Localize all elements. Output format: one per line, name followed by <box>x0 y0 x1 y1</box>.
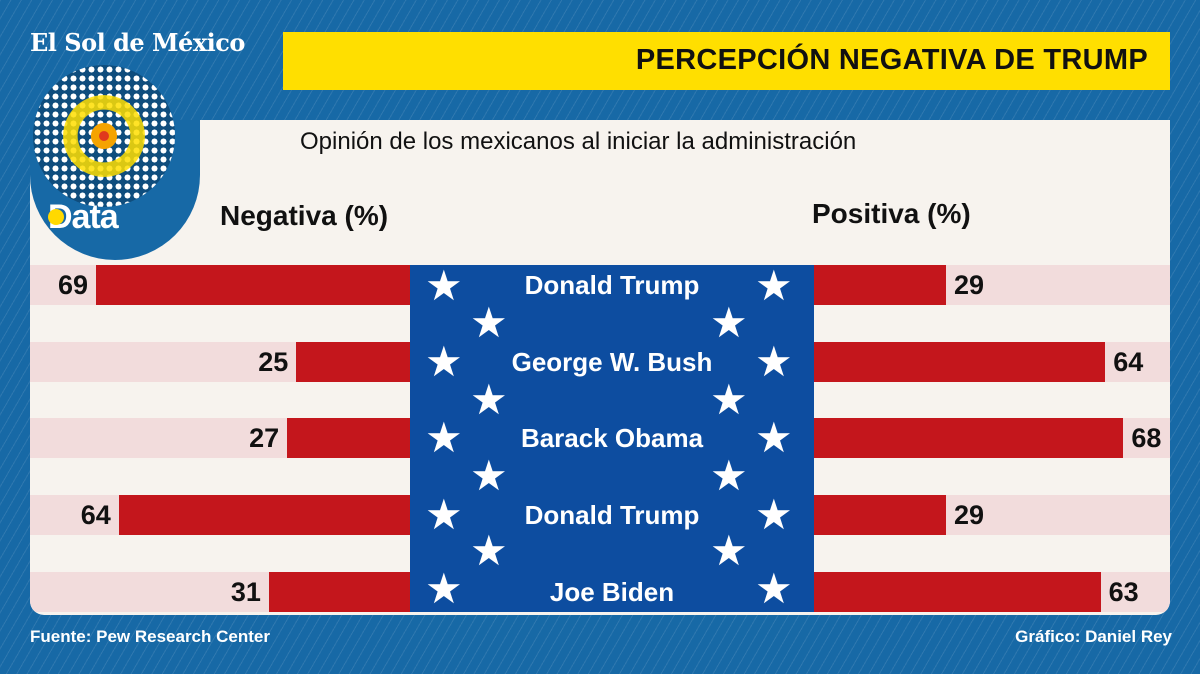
positive-bar <box>814 265 946 305</box>
positive-bar <box>814 418 1124 459</box>
data-dot-icon <box>48 209 64 225</box>
source-note: Fuente: Pew Research Center <box>30 627 270 646</box>
star-icon: ★ <box>755 564 793 613</box>
president-label: Donald Trump <box>524 500 700 531</box>
positive-value: 68 <box>1131 423 1162 454</box>
positive-bar <box>814 571 1101 612</box>
negative-value: 64 <box>80 500 111 531</box>
negative-value: 27 <box>249 423 280 454</box>
star-icon: ★ <box>425 564 463 613</box>
star-icon: ★ <box>425 413 463 462</box>
star-icon: ★ <box>755 413 793 462</box>
negative-value: 25 <box>258 346 289 377</box>
data-logo-icon <box>33 65 175 207</box>
star-icon: ★ <box>470 375 508 424</box>
negative-bar <box>96 265 410 305</box>
title-banner: PERCEPCIÓN NEGATIVA DE TRUMP <box>283 32 1170 90</box>
president-label: Joe Biden <box>549 576 675 607</box>
star-icon: ★ <box>755 337 793 386</box>
negative-bar <box>296 341 410 382</box>
positive-value: 63 <box>1108 576 1139 607</box>
flag-center: ★ ★ ★ ★ ★ ★ ★ ★ ★ ★ ★ ★ ★ ★ ★ ★ ★ ★ Donald Trump George W. … <box>410 265 814 612</box>
page-title: PERCEPCIÓN NEGATIVA DE TRUMP <box>635 44 1148 76</box>
positive-bar <box>814 341 1106 382</box>
star-icon: ★ <box>755 490 793 539</box>
positive-bar <box>814 495 946 536</box>
positive-value: 29 <box>953 500 984 531</box>
negative-value: 69 <box>58 270 89 300</box>
negative-header: Negativa (%) <box>220 200 389 231</box>
president-label: George W. Bush <box>511 346 713 377</box>
star-icon: ★ <box>710 526 748 575</box>
star-icon: ★ <box>470 451 508 500</box>
data-logo-core-icon <box>63 95 145 177</box>
positive-header: Positiva (%) <box>812 198 971 229</box>
chart-subtitle: Opinión de los mexicanos al iniciar la a… <box>300 128 857 155</box>
star-icon: ★ <box>470 298 508 347</box>
negative-value: 31 <box>230 576 261 607</box>
star-icon: ★ <box>710 298 748 347</box>
president-label: Donald Trump <box>524 270 700 300</box>
negative-bar <box>287 418 410 459</box>
negative-bar <box>268 571 410 612</box>
star-icon: ★ <box>425 490 463 539</box>
credit-note: Gráfico: Daniel Rey <box>1015 627 1172 646</box>
star-icon: ★ <box>710 375 748 424</box>
star-icon: ★ <box>425 337 463 386</box>
star-icon: ★ <box>425 261 463 310</box>
president-label: Barack Obama <box>520 423 704 454</box>
star-icon: ★ <box>710 451 748 500</box>
negative-bar <box>118 495 410 536</box>
star-icon: ★ <box>470 526 508 575</box>
positive-value: 64 <box>1113 346 1144 377</box>
star-icon: ★ <box>755 261 793 310</box>
brand-logo: El Sol de México <box>30 28 245 57</box>
positive-value: 29 <box>953 270 984 300</box>
